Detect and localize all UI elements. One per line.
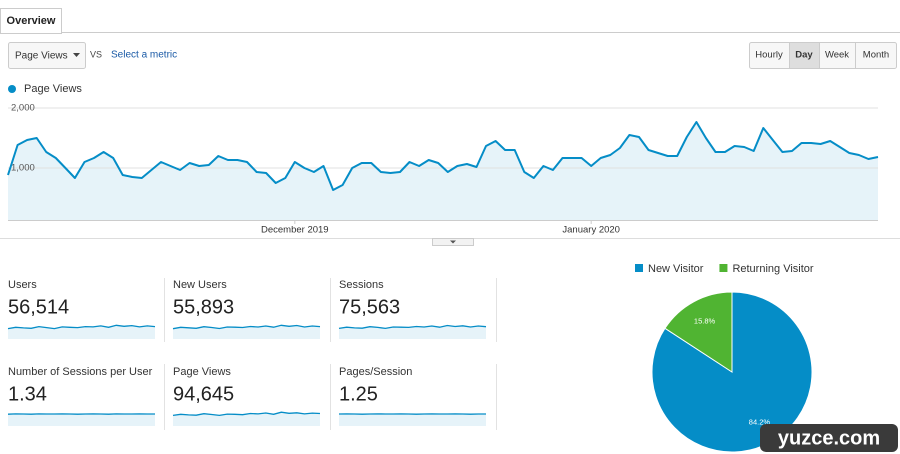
watermark: yuzce.com — [778, 427, 880, 449]
legend-swatch — [635, 264, 643, 272]
y-tick-label: 2,000 — [11, 102, 35, 113]
legend-label: Page Views — [24, 83, 82, 95]
sparkline — [172, 324, 321, 330]
metric-dropdown-label[interactable]: Page Views — [15, 51, 68, 62]
period-button[interactable]: Hourly — [755, 50, 783, 61]
metric-name: Page Views — [173, 366, 231, 378]
sparkline — [7, 324, 156, 330]
dynamic-layer: Page Views 1,000 2,000 December 2019 January… — [7, 83, 879, 453]
metric-value: 55,893 — [173, 296, 234, 318]
period-active-bg — [789, 42, 820, 69]
select-metric-link[interactable]: Select a metric — [111, 50, 177, 61]
collapse-arrow — [450, 240, 456, 244]
y-tick-label: 1,000 — [11, 162, 35, 173]
metric-value: 1.34 — [8, 383, 47, 405]
x-tick-label: January 2020 — [562, 225, 620, 236]
legend-dot — [8, 85, 16, 93]
sparkline-area — [339, 413, 486, 426]
legend-label: New Visitor — [648, 263, 704, 275]
period-button[interactable]: Day — [795, 50, 813, 61]
pie-slice — [664, 291, 733, 373]
metric-name: Sessions — [339, 279, 384, 291]
metric-dropdown[interactable] — [8, 42, 86, 69]
metric-value: 1.25 — [339, 383, 378, 405]
line — [7, 121, 879, 191]
metric-value: 56,514 — [8, 296, 69, 318]
metric-name: Number of Sessions per User — [8, 366, 153, 378]
watermark-bg — [760, 424, 898, 452]
period-button[interactable]: Week — [825, 50, 849, 61]
sparkline-area — [8, 413, 155, 426]
sparkline — [338, 324, 487, 330]
sparkline-area — [339, 325, 486, 339]
metric-name: Users — [8, 279, 37, 291]
sparkline-area — [8, 325, 155, 339]
x-tick-label: December 2019 — [261, 225, 329, 236]
metric-name: Pages/Session — [339, 366, 412, 378]
pie-label: 15.8% — [694, 316, 716, 325]
sparkline — [172, 411, 321, 417]
sparkline-area — [173, 325, 320, 339]
pie-label: 84.2% — [749, 418, 771, 427]
tab[interactable] — [0, 8, 62, 34]
vs-label: VS — [90, 49, 102, 59]
legend-label: Returning Visitor — [732, 263, 813, 275]
tab-label[interactable]: Overview — [7, 15, 56, 27]
sparkline-area — [173, 412, 320, 426]
dropdown-arrow — [73, 53, 80, 57]
period-group — [749, 42, 897, 69]
period-button[interactable]: Month — [863, 50, 889, 61]
line-area — [8, 122, 878, 220]
metric-name: New Users — [173, 279, 227, 291]
metric-dividers — [164, 278, 497, 430]
metric-value: 94,645 — [173, 383, 234, 405]
metric-value: 75,563 — [339, 296, 400, 318]
legend-swatch — [719, 264, 728, 272]
